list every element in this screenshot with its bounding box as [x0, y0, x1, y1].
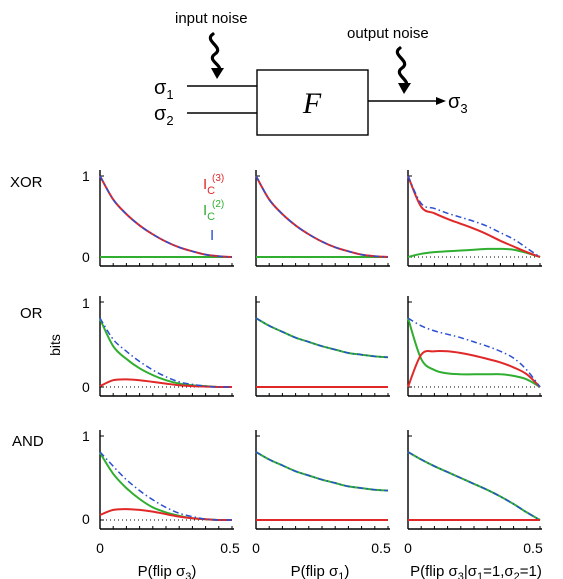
x-tick-label: 0 [404, 540, 412, 556]
y-tick-label: 1 [82, 295, 90, 311]
y-tick-label: 0 [82, 379, 90, 395]
panel-grid [99, 170, 542, 530]
sigma1-label: σ1 [154, 77, 174, 102]
y-tick-label: 0 [82, 511, 90, 527]
x-tick-label: 0 [96, 540, 104, 556]
x-axis-label-col3: P(flip σ3|σ1=1,σ2=1) [410, 563, 542, 579]
series-line-ic2 [407, 317, 541, 388]
series-line-i [407, 317, 541, 388]
legend-i: I [210, 227, 214, 244]
series-line-i [255, 175, 389, 258]
series-line-ic2 [407, 451, 541, 521]
panel-xor-1 [99, 170, 234, 267]
row-label-xor: XOR [10, 174, 43, 191]
x-axis-label-col1: P(flip σ3) [138, 563, 197, 579]
series-line-ic2 [255, 317, 389, 359]
y-axis-label: bits [47, 334, 63, 356]
row-label-or: OR [20, 305, 43, 322]
y-tick-label: 1 [82, 168, 90, 184]
series-line-ic3 [407, 175, 541, 258]
series-line-ic3 [99, 378, 233, 389]
sigma3-label: σ3 [448, 91, 468, 116]
series-line-i [407, 175, 541, 258]
series-line-i [255, 451, 389, 492]
x-tick-label: 0.5 [220, 540, 240, 556]
x-axis-label-col2: P(flip σ1) [291, 563, 350, 579]
panel-or-2 [255, 296, 390, 397]
series-line-i [99, 175, 233, 258]
x-tick-label: 0 [252, 540, 260, 556]
panel-xor-3 [407, 170, 542, 267]
series-line-i [255, 317, 389, 359]
series-line-i [99, 451, 233, 521]
noise-diagram: input noise output noise σ1 σ2 F σ3 [154, 10, 468, 136]
series-line-ic3 [255, 175, 389, 258]
input-noise-arrowhead [211, 68, 224, 79]
series-line-ic3 [407, 349, 541, 388]
legend-ic3: IC(3) [203, 173, 224, 197]
sigma2-label: σ2 [154, 103, 174, 128]
output-noise-label: output noise [347, 25, 429, 42]
series-line-ic3 [99, 508, 233, 522]
y-tick-label: 0 [82, 249, 90, 265]
series-line-i [99, 317, 233, 388]
panel-or-1 [99, 296, 234, 397]
series-line-ic2 [407, 247, 541, 258]
panel-or-3 [407, 296, 542, 397]
panel-and-2 [255, 430, 390, 530]
input-noise-label: input noise [175, 10, 248, 27]
panel-xor-2 [255, 170, 390, 267]
output-noise-arrowhead [398, 83, 411, 94]
y-tick-label: 1 [82, 428, 90, 444]
x-tick-label: 0.5 [371, 540, 391, 556]
series-line-i [407, 451, 541, 521]
output-noise-squiggle [395, 46, 409, 90]
output-arrowhead [436, 97, 446, 105]
x-tick-label: 0.5 [523, 540, 543, 556]
panel-and-1 [99, 430, 234, 530]
row-label-and: AND [12, 433, 44, 450]
series-line-ic2 [255, 451, 389, 492]
panel-and-3 [407, 430, 542, 530]
legend: IC(3) IC(2) I [203, 173, 224, 244]
function-label: F [302, 87, 322, 120]
legend-ic2: IC(2) [203, 199, 224, 223]
input-noise-squiggle [208, 32, 222, 75]
function-box [256, 69, 369, 136]
